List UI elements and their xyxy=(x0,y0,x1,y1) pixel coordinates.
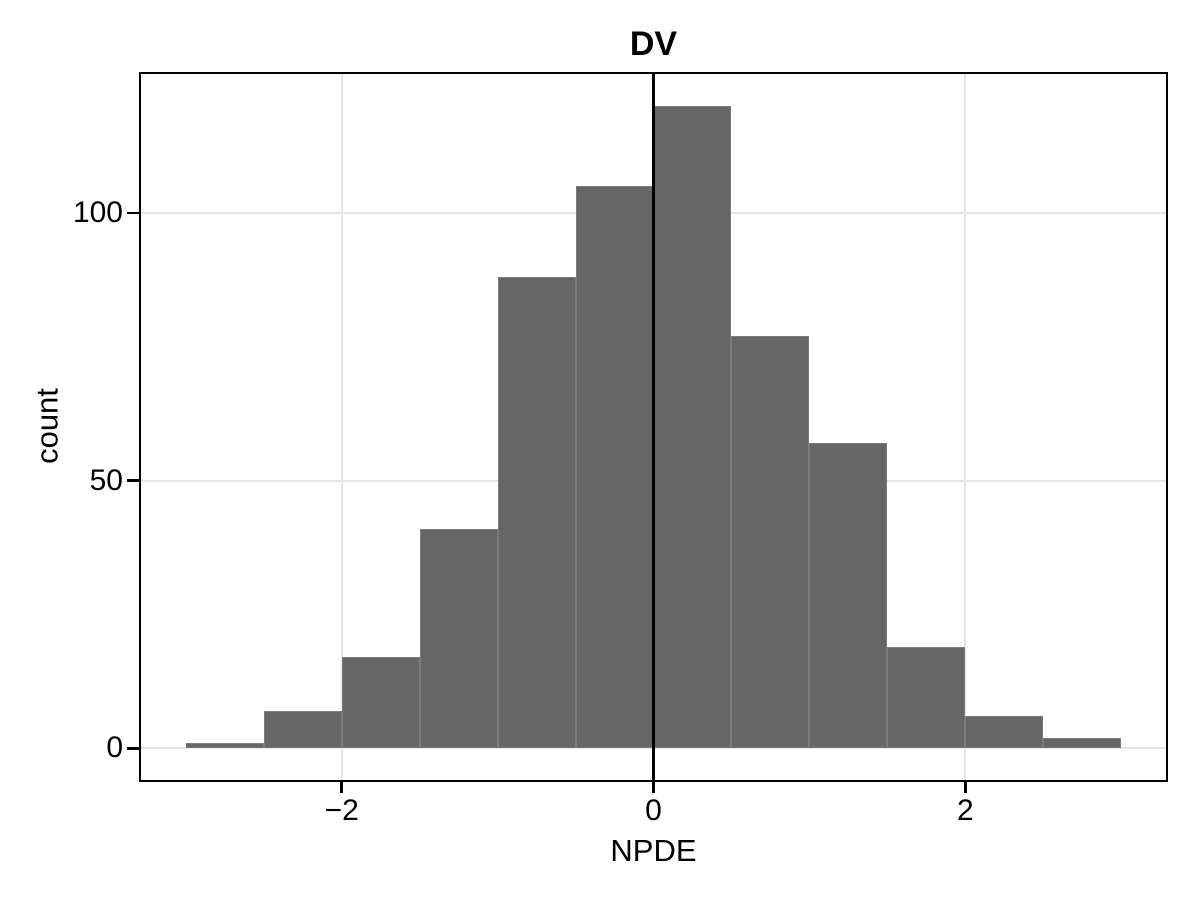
x-tick-label: −2 xyxy=(324,794,359,827)
gridline-x xyxy=(964,72,967,782)
histogram-bar xyxy=(497,277,576,749)
x-tick-mark xyxy=(652,782,655,793)
x-tick-mark xyxy=(340,782,343,793)
histogram-bar xyxy=(185,742,264,749)
histogram-bar xyxy=(731,335,810,749)
y-tick-mark xyxy=(127,479,139,482)
plot-title: DV xyxy=(629,25,678,63)
x-tick-label: 0 xyxy=(645,794,662,827)
y-tick-mark xyxy=(127,211,139,215)
y-tick-label: 50 xyxy=(89,463,123,497)
x-tick-mark xyxy=(964,782,967,793)
zero-reference-line xyxy=(652,72,655,782)
histogram-bar xyxy=(341,657,420,749)
histogram-bar xyxy=(263,710,342,749)
y-axis-title: count xyxy=(29,388,65,464)
histogram-bar xyxy=(887,646,966,749)
histogram-bar xyxy=(1043,737,1122,749)
gridline-x xyxy=(340,72,343,782)
histogram-bar xyxy=(419,528,498,749)
y-tick-label: 100 xyxy=(72,195,123,229)
histogram-bar xyxy=(653,105,732,749)
histogram-bar xyxy=(809,443,888,749)
x-tick-label: 2 xyxy=(956,794,974,827)
y-tick-label: 0 xyxy=(106,731,123,765)
x-axis-title: NPDE xyxy=(610,833,697,868)
histogram-bar xyxy=(965,716,1044,749)
histogram-bar xyxy=(575,186,654,749)
y-tick-mark xyxy=(127,747,139,750)
